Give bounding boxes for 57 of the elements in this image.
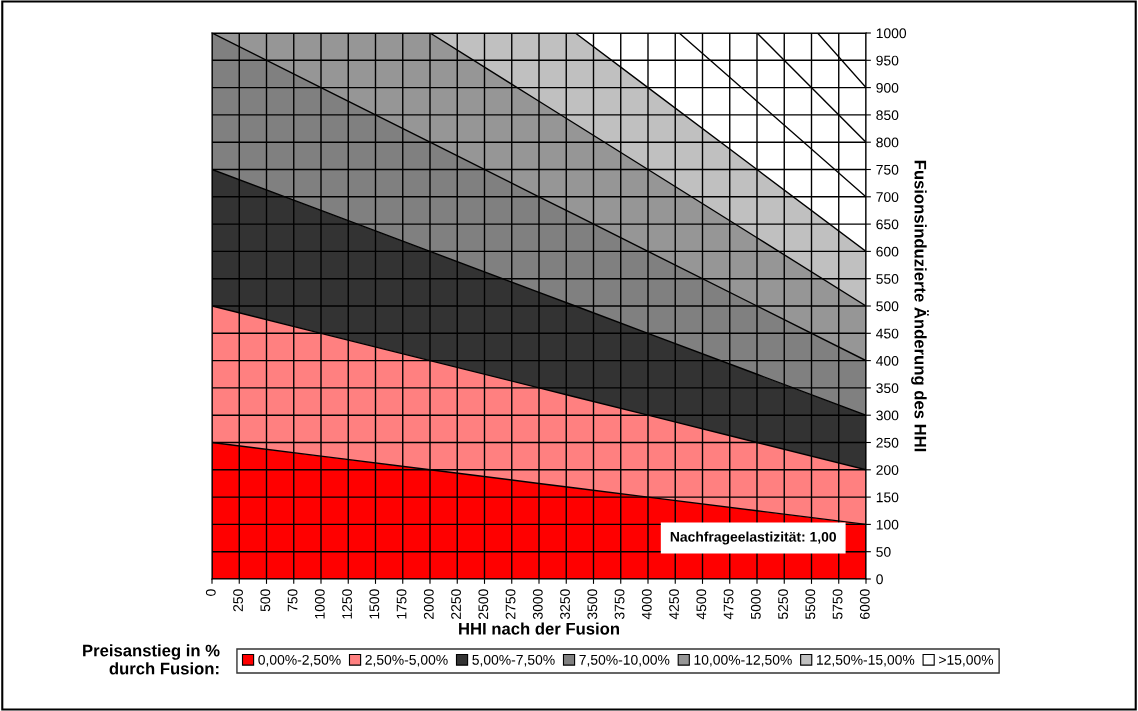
- y-tick-label: 450: [876, 328, 899, 339]
- x-tick-label: 1000: [314, 589, 325, 619]
- y-tick-label: 50: [876, 547, 891, 557]
- y-tick-label: 350: [876, 383, 899, 394]
- y-tick-label: 100: [876, 519, 899, 530]
- legend-label: 10,00%-12,50%: [694, 654, 792, 667]
- x-tick-label: 750: [287, 589, 298, 612]
- x-tick-label: 4000: [641, 589, 652, 620]
- x-tick-label: 2500: [478, 589, 489, 619]
- y-tick-label: 800: [876, 137, 899, 148]
- x-tick-label: 0: [205, 589, 216, 596]
- x-tick-label: 6000: [859, 589, 870, 619]
- x-tick-label: 4250: [669, 589, 679, 620]
- x-tick-label: 5000: [750, 589, 761, 620]
- x-tick-label: 1250: [342, 589, 352, 619]
- y-tick-label: 300: [876, 410, 899, 421]
- y-tick-label: 600: [876, 246, 899, 257]
- x-tick-label: 4500: [696, 589, 707, 620]
- y-tick-label: 1000: [876, 28, 907, 39]
- x-tick-label: 3750: [614, 589, 625, 620]
- x-tick-label: 4750: [723, 589, 734, 620]
- y-tick-label: 250: [876, 437, 899, 448]
- y-tick-label: 750: [876, 164, 899, 175]
- y-tick-label: 500: [876, 301, 899, 312]
- y-tick-label: 550: [876, 274, 899, 284]
- x-tick-label: 1750: [396, 589, 407, 619]
- legend-label: 12,50%-15,00%: [816, 654, 915, 667]
- x-tick-label: 2750: [505, 589, 516, 619]
- legend-label: 2,50%-5,00%: [365, 654, 448, 667]
- y-tick-label: 400: [876, 355, 899, 366]
- x-tick-label: 3000: [532, 589, 543, 620]
- y-tick-label: 0: [876, 574, 883, 585]
- x-tick-label: 2250: [451, 589, 461, 619]
- x-tick-label: 500: [260, 589, 271, 612]
- y-tick-label: 950: [876, 55, 899, 66]
- y-tick-label: 900: [876, 82, 899, 93]
- x-tick-label: 1500: [369, 589, 380, 619]
- x-tick-label: 250: [233, 589, 243, 612]
- y-tick-label: 650: [876, 219, 899, 230]
- x-tick-label: 2000: [423, 589, 434, 619]
- x-tick-label: 5750: [832, 589, 843, 620]
- legend-label: 5,00%-7,50%: [472, 654, 555, 667]
- y-tick-label: 150: [876, 492, 899, 503]
- x-tick-label: 3250: [560, 589, 570, 620]
- legend-label: >15,00%: [939, 654, 994, 667]
- annotation: Nachfrageelastizität: 1,00: [670, 531, 837, 545]
- legend-label: 0,00%-2,50%: [258, 654, 341, 667]
- x-tick-label: 5500: [805, 589, 816, 620]
- legend-title: Preisanstieg in % durch Fusion:: [83, 644, 220, 675]
- legend-label: 7,50%-10,00%: [579, 654, 670, 667]
- y-tick-label: 850: [876, 110, 899, 121]
- y-tick-label: 700: [876, 192, 899, 202]
- y2-axis-title: Fusionsinduzierte Änderung des HHI: [911, 160, 929, 452]
- x-axis-title: HHI nach der Fusion: [459, 622, 619, 635]
- y-tick-label: 200: [876, 465, 899, 475]
- x-tick-label: 5250: [778, 589, 788, 620]
- x-tick-label: 3500: [587, 589, 598, 620]
